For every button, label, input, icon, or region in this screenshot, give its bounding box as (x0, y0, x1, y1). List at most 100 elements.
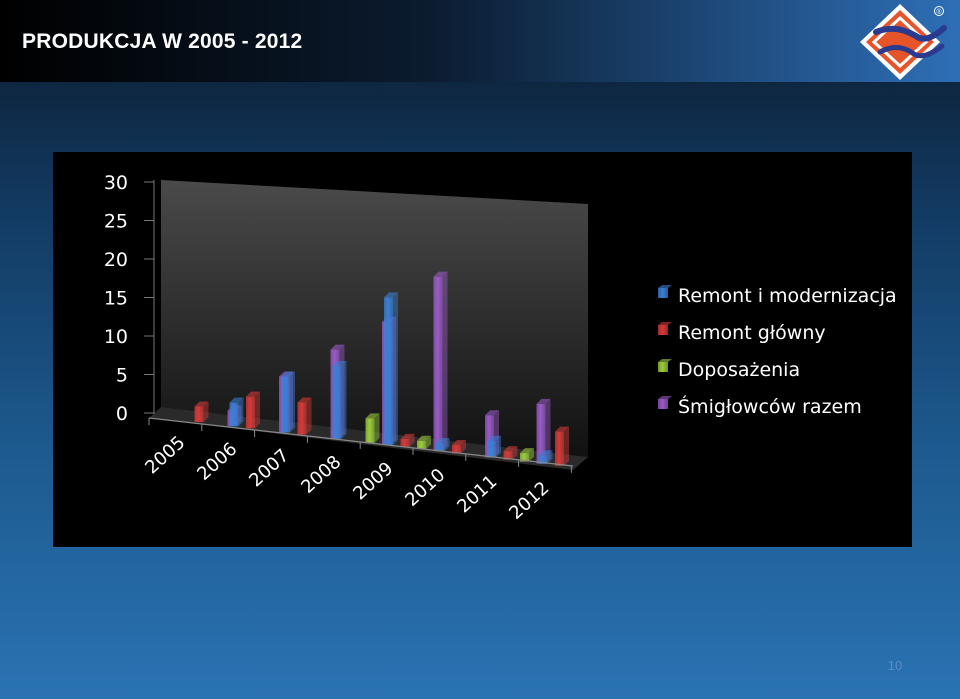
bar-top (229, 397, 244, 403)
bar-side (393, 292, 398, 446)
bar-front (538, 455, 548, 464)
bar-side (409, 433, 415, 448)
y-tick-label: 15 (104, 288, 128, 310)
legend-swatch-top (658, 285, 672, 288)
bar-side (545, 398, 551, 464)
bar-top (332, 360, 347, 366)
bar-side (442, 271, 448, 452)
legend-item: Śmigłowców razem (658, 394, 862, 418)
logo-swoosh-2 (877, 43, 945, 59)
bar-2010-series-2 (452, 439, 466, 454)
bar-front (281, 376, 290, 433)
bar-front (384, 297, 393, 446)
bar-2012-series-1 (538, 450, 553, 464)
logo-registered-mark: ® (936, 8, 942, 16)
bar-side (444, 438, 450, 452)
bar-front (435, 443, 445, 452)
bar-top (487, 435, 501, 441)
company-logo-icon: ® (860, 4, 947, 80)
bar-side (426, 435, 431, 450)
bar-2009-series-2 (400, 433, 415, 448)
bar-side (512, 446, 518, 460)
legend-label: Remont główny (678, 322, 826, 344)
x-tick-label: 2011 (453, 471, 501, 517)
logo-swoosh-1 (873, 25, 947, 42)
bar-front (433, 276, 443, 452)
bar-2009-series-4 (433, 271, 448, 452)
bar-front (365, 418, 375, 443)
bar-top (246, 391, 260, 397)
bar-side (255, 391, 260, 429)
legend-swatch (658, 288, 668, 298)
bar-front (246, 396, 255, 429)
legend-item: Doposażenia (658, 359, 800, 381)
chart-legend: Remont i modernizacja Remont główny Doposa… (658, 285, 897, 418)
legend-swatch-top (658, 322, 672, 325)
chart-back-wall (161, 180, 588, 457)
legend-swatch (658, 325, 668, 335)
bar-front (536, 403, 546, 464)
x-tick-label: 2005 (141, 432, 189, 478)
y-axis: 30 25 20 15 10 5 0 (104, 172, 155, 425)
bar-top (555, 426, 569, 432)
bar-front (487, 440, 496, 458)
bar-top (194, 401, 209, 407)
bar-side (238, 397, 244, 427)
bar-2008-series-3 (365, 413, 380, 443)
bar-2007-series-1 (281, 371, 295, 433)
y-tick-label: 25 (104, 211, 128, 233)
bar-top (538, 450, 553, 456)
bar-2011-series-2 (503, 446, 518, 460)
x-tick-label: 2007 (245, 445, 293, 491)
legend-label: Doposażenia (678, 359, 800, 381)
bar-front (555, 431, 564, 466)
bar-top (281, 371, 295, 377)
logo-registered-circle (934, 6, 944, 16)
y-tick-label: 30 (104, 172, 128, 194)
bar-2006-series-2 (246, 391, 260, 429)
x-tick-label: 2010 (401, 465, 449, 511)
bar-front (520, 453, 529, 462)
legend-swatch-top (658, 359, 672, 362)
bar-side (496, 435, 501, 458)
bar-side (306, 397, 312, 435)
bar-front (485, 415, 494, 458)
legend-label: Remont i modernizacja (678, 285, 897, 307)
bar-2008-series-1 (332, 360, 347, 439)
bar-top (417, 435, 431, 441)
bar-top (485, 410, 499, 416)
bar-top (433, 271, 448, 277)
legend-swatch-top (658, 396, 672, 399)
bar-top (503, 446, 518, 452)
bar-side (564, 426, 569, 466)
bar-top (452, 439, 466, 445)
x-axis-line (148, 417, 574, 467)
bar-side (341, 360, 347, 439)
legend-swatch (658, 399, 668, 409)
bar-top (435, 438, 450, 444)
bar-2011-series-1 (487, 435, 501, 458)
bar-2009-series-1 (384, 292, 398, 446)
chart-bars (194, 271, 569, 466)
legend-item: Remont i modernizacja (658, 285, 897, 307)
bar-top (330, 344, 345, 350)
bar-side (374, 413, 380, 443)
y-tick-label: 20 (104, 249, 128, 271)
chart-panel: 30 25 20 15 10 5 0 2005 2006 2007 2008 2009 2010 201… (53, 152, 912, 547)
bar-front (194, 406, 204, 423)
bar-front (229, 402, 239, 427)
legend-label: Śmigłowców razem (678, 394, 862, 418)
bar-top (297, 397, 312, 403)
bar-top (536, 398, 551, 404)
bar-2011-series-3 (520, 448, 534, 462)
title-bar (0, 0, 960, 82)
bar-top (365, 413, 380, 419)
x-tick-label: 2009 (349, 458, 397, 504)
bar-front (400, 438, 410, 448)
bar-2009-series-3 (417, 435, 431, 450)
bar-front (332, 365, 342, 439)
bar-2010-series-1 (435, 438, 450, 452)
x-tick-label: 2008 (297, 452, 345, 498)
bar-top (400, 433, 415, 439)
